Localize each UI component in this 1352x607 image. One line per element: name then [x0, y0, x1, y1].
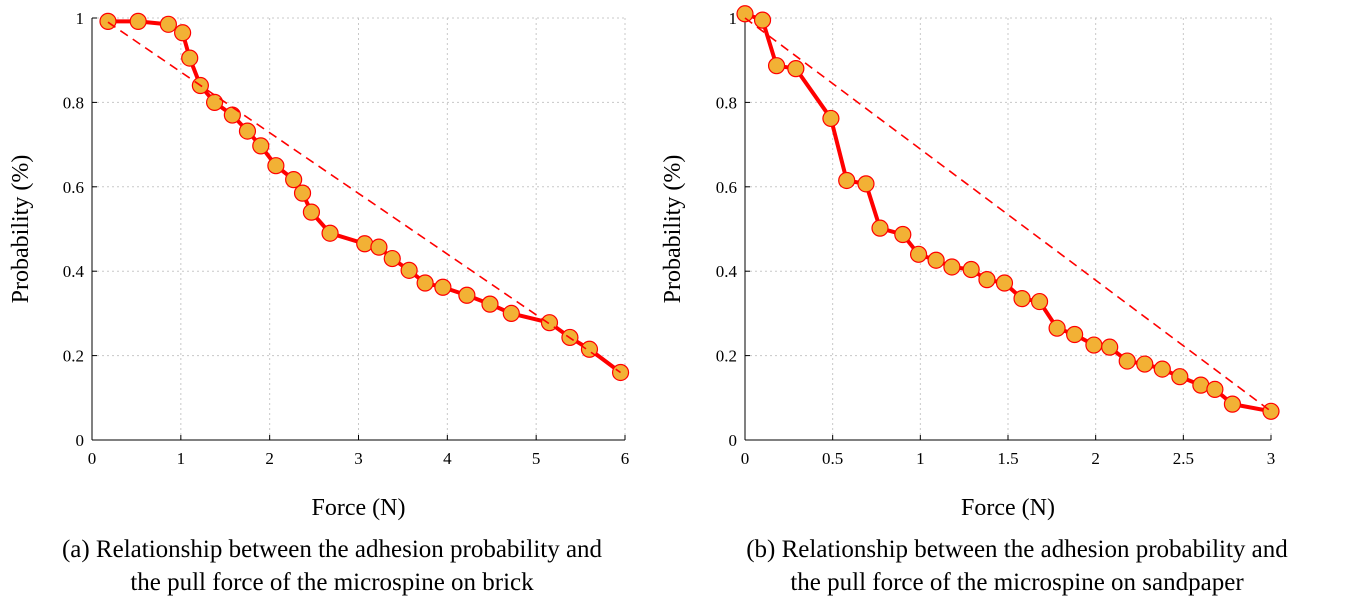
data-point — [822, 109, 840, 128]
data-point — [909, 245, 928, 263]
y-tick-label: 0.6 — [716, 178, 737, 197]
data-point — [995, 274, 1014, 292]
data-point — [481, 295, 499, 313]
chart-caption-line: (a) Relationship between the adhesion pr… — [62, 536, 603, 563]
y-tick-label: 1 — [76, 9, 85, 28]
y-tick-label: 0.6 — [63, 178, 84, 197]
x-tick-label: 4 — [443, 449, 452, 468]
data-point — [787, 60, 805, 78]
y-tick-label: 0.8 — [716, 93, 737, 112]
x-tick-label: 0 — [88, 449, 97, 468]
data-point — [1066, 325, 1084, 344]
data-point — [1030, 292, 1049, 311]
data-point — [285, 171, 303, 189]
data-point — [1206, 380, 1224, 398]
data-point — [205, 93, 224, 112]
chart-caption-line: (b) Relationship between the adhesion pr… — [746, 536, 1288, 563]
data-point — [129, 12, 147, 30]
data-point — [943, 258, 961, 276]
data-point — [416, 274, 434, 292]
y-axis-label: Probability (%) — [660, 155, 686, 304]
data-point — [383, 249, 401, 268]
chart-panel-a: 0 1 2 3 4 5 6 0 0.2 0.4 0.6 0.8 1 Force (N) Probabilit… — [8, 9, 629, 596]
data-point — [1085, 336, 1103, 354]
x-tick-label: 3 — [1267, 449, 1276, 468]
x-tick-label: 3 — [354, 449, 363, 468]
x-tick-label: 6 — [621, 449, 630, 468]
chart-caption-line: the pull force of the microspine on bric… — [130, 569, 534, 596]
data-point — [293, 184, 312, 202]
trend-line-dashed — [744, 17, 1272, 412]
x-tick-label: 2.5 — [1173, 449, 1194, 468]
y-tick-label: 0.2 — [63, 347, 84, 366]
x-tick-label: 0 — [741, 449, 750, 468]
data-point — [962, 260, 980, 279]
data-point — [894, 225, 912, 244]
data-point — [1171, 368, 1189, 386]
data-point — [736, 5, 754, 23]
data-point — [181, 49, 199, 67]
x-tick-label: 0.5 — [822, 449, 843, 468]
x-tick-label: 1 — [177, 449, 186, 468]
data-point — [838, 171, 856, 190]
data-point — [1048, 319, 1066, 337]
y-tick-label: 0.4 — [716, 262, 738, 281]
x-tick-label: 2 — [1091, 449, 1100, 468]
data-point — [252, 137, 270, 155]
data-point — [302, 203, 321, 221]
data-point — [434, 278, 452, 296]
y-tick-label: 0 — [729, 431, 738, 450]
x-tick-label: 1.5 — [997, 449, 1018, 468]
data-point — [400, 261, 418, 279]
data-point — [1223, 395, 1242, 413]
data-point — [267, 157, 285, 175]
y-tick-label: 0 — [76, 431, 85, 450]
data-point — [356, 235, 374, 253]
data-point — [871, 219, 889, 237]
data-point — [1136, 355, 1154, 373]
data-point — [1262, 402, 1280, 420]
data-point — [321, 224, 339, 242]
data-point — [927, 251, 945, 269]
x-tick-label: 5 — [532, 449, 541, 468]
data-point — [1153, 360, 1171, 378]
x-axis-label: Force (N) — [312, 495, 406, 521]
data-series-line — [107, 19, 622, 375]
data-point — [174, 24, 192, 42]
data-point — [223, 106, 241, 124]
x-tick-label: 2 — [265, 449, 274, 468]
trend-line-dashed — [107, 21, 622, 374]
y-tick-label: 0.4 — [63, 262, 85, 281]
data-point — [1118, 352, 1136, 370]
data-point — [159, 15, 177, 33]
data-point — [857, 175, 875, 193]
y-axis-label: Probability (%) — [8, 155, 34, 304]
y-tick-label: 1 — [729, 9, 738, 28]
x-tick-label: 1 — [916, 449, 925, 468]
data-point — [611, 363, 630, 382]
data-point — [540, 314, 559, 332]
data-point — [502, 304, 520, 322]
data-point — [1101, 338, 1119, 356]
data-point — [978, 271, 996, 289]
chart-caption-line: the pull force of the microspine on sand… — [790, 569, 1244, 596]
data-point — [238, 122, 257, 140]
chart-panel-b: 0 0.5 1 1.5 2 2.5 3 0 0.2 0.4 0.6 0.8 1 Force (N) Prob… — [660, 5, 1288, 596]
y-tick-label: 0.8 — [63, 93, 84, 112]
y-tick-label: 0.2 — [716, 347, 737, 366]
data-point — [458, 286, 476, 304]
data-point — [370, 238, 388, 256]
data-point — [767, 57, 786, 75]
data-point — [1013, 290, 1031, 308]
x-axis-label: Force (N) — [961, 495, 1055, 521]
data-point — [753, 11, 772, 29]
